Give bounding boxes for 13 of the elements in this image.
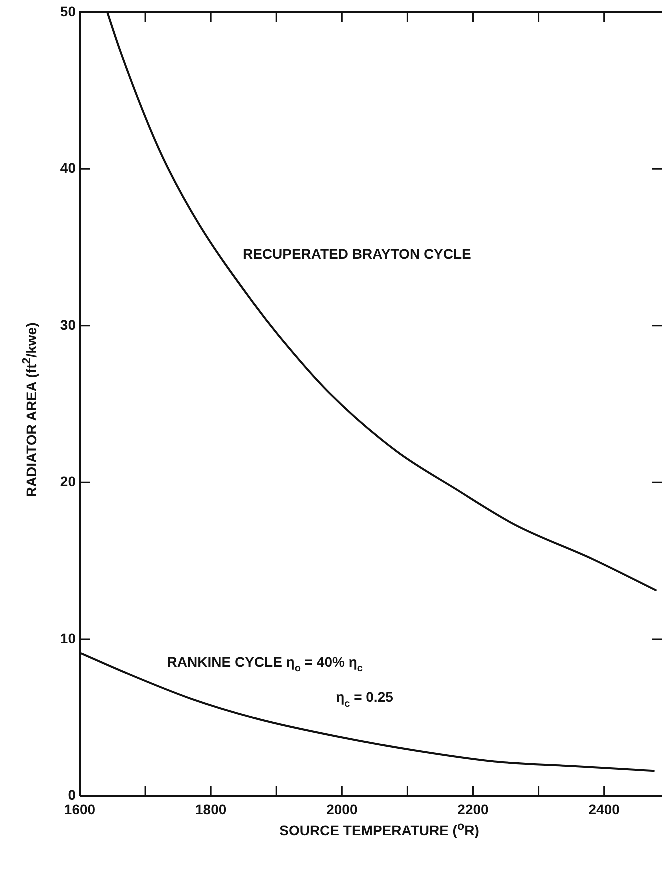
annotation: RECUPERATED BRAYTON CYCLE <box>242 246 472 262</box>
x-axis-title: SOURCE TEMPERATURE ($^{o}$R) <box>278 820 480 839</box>
x-tick-label: 2000 <box>326 801 358 818</box>
y-tick-label: 40 <box>60 160 76 176</box>
y-tick-label: 20 <box>60 474 76 490</box>
y-tick-label: 0 <box>68 787 76 804</box>
y-tick-label: 30 <box>60 316 76 333</box>
x-tick-label: 1600 <box>64 801 96 818</box>
y-tick-label: 10 <box>60 630 76 646</box>
x-tick-label: 2200 <box>458 801 490 818</box>
y-tick-label: 50 <box>60 3 76 20</box>
x-tick-label: 2400 <box>588 801 620 818</box>
x-tick-label: 1800 <box>196 801 227 818</box>
